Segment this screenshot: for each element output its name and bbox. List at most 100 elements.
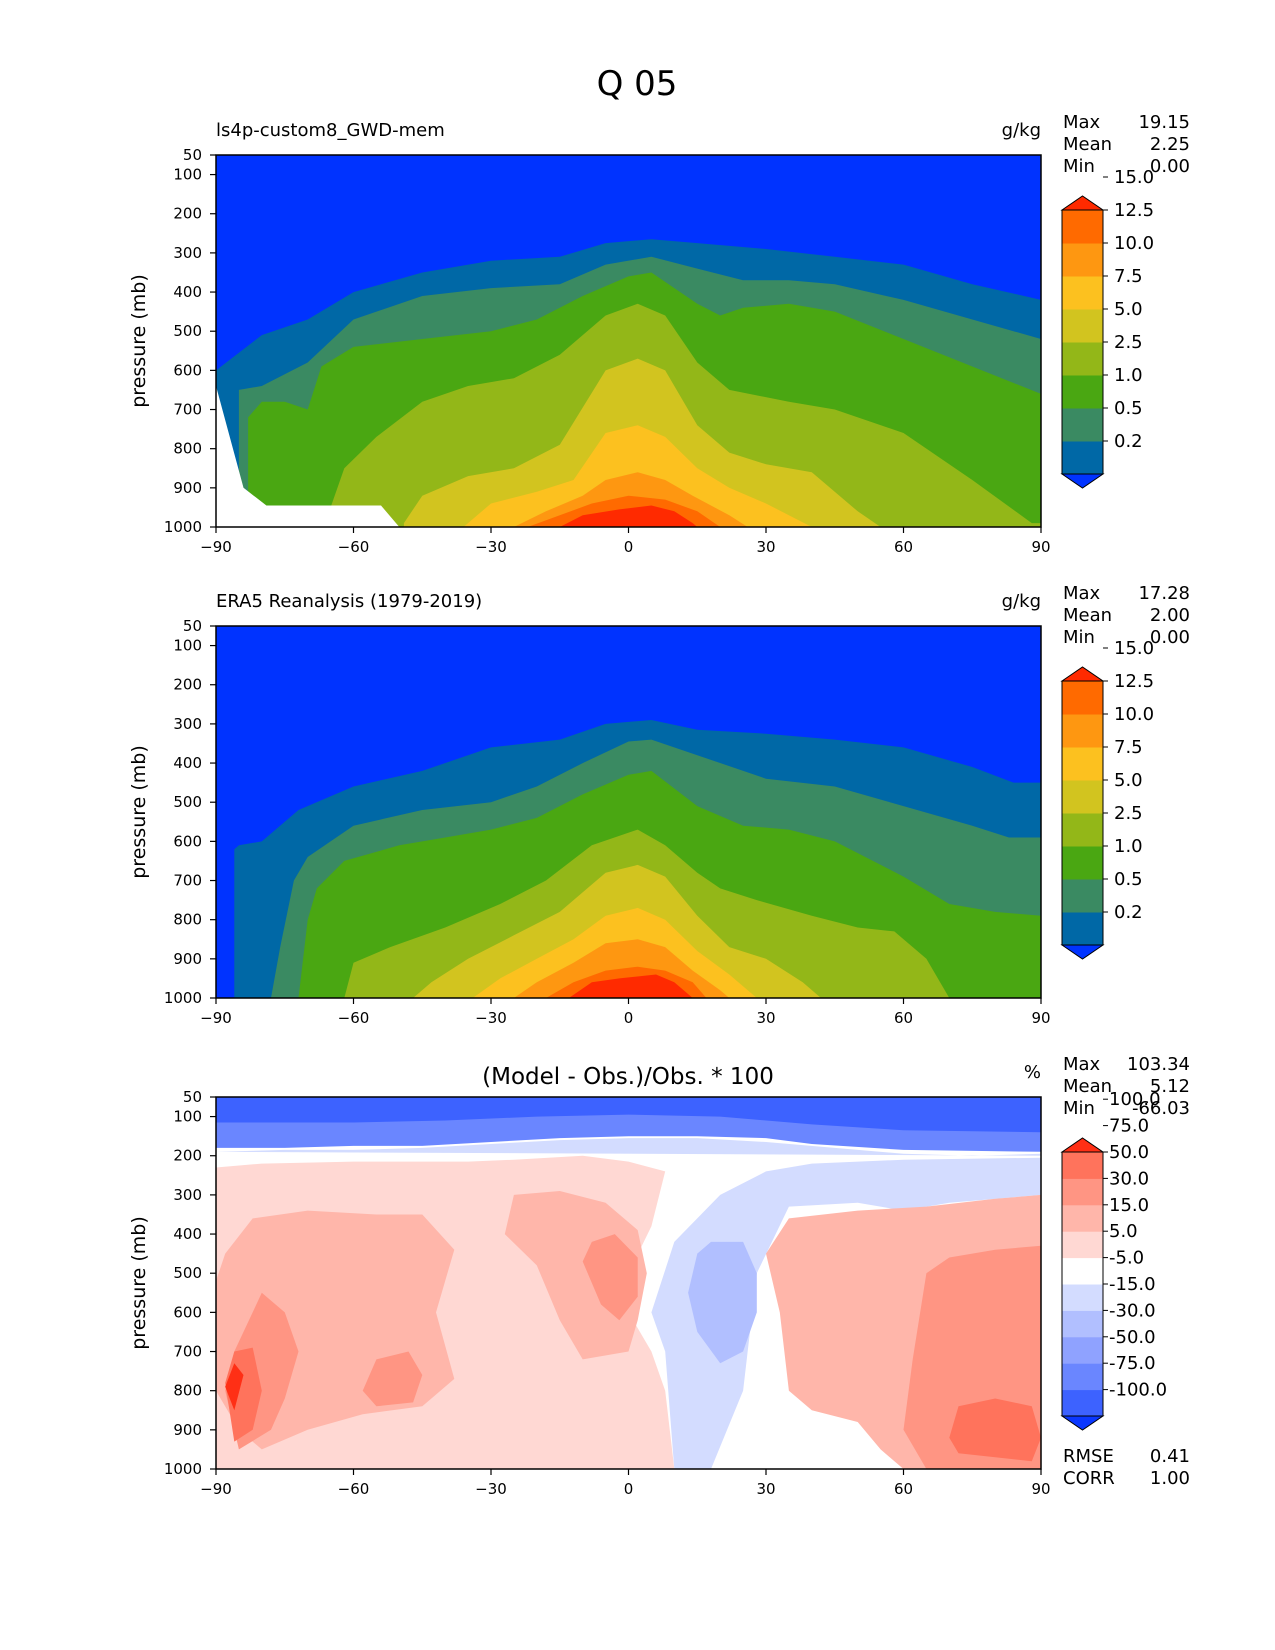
panel-title: ls4p-custom8_GWD-mem xyxy=(216,120,445,141)
colorbar-label-3: 2.5 xyxy=(1114,803,1143,824)
x-tick-label-0: 0 xyxy=(624,1480,634,1498)
y-axis-label: pressure (mb) xyxy=(128,745,150,879)
y-tick-label-700: 700 xyxy=(173,872,202,890)
colorbar-segment-1 xyxy=(1062,1389,1103,1417)
x-tick-label-60: 60 xyxy=(894,538,913,556)
stats-max-label: Max xyxy=(1063,112,1101,133)
colorbar-segment-10 xyxy=(1062,1152,1103,1179)
rmse-label: RMSE xyxy=(1063,1446,1114,1467)
colorbar-extend-max xyxy=(1060,195,1105,211)
x-tick-label-60: 60 xyxy=(894,1009,913,1027)
colorbar-segment-1 xyxy=(1062,441,1103,475)
x-tick-label-30: 30 xyxy=(756,1480,775,1498)
colorbar-label-10: 75.0 xyxy=(1109,1116,1149,1137)
colorbar-segment-8 xyxy=(1062,1204,1103,1232)
colorbar-label-0: 0.2 xyxy=(1114,902,1143,923)
y-tick-label-900: 900 xyxy=(173,950,202,968)
panel-title: ERA5 Reanalysis (1979-2019) xyxy=(216,591,482,612)
colorbar-label-7: 15.0 xyxy=(1109,1195,1149,1216)
y-tick-label-100: 100 xyxy=(173,637,202,655)
stats-min-label: Min xyxy=(1063,627,1095,648)
y-tick-label-500: 500 xyxy=(173,322,202,340)
corr-value: 1.00 xyxy=(1150,1468,1190,1489)
y-tick-label-800: 800 xyxy=(173,440,202,458)
x-tick-label-30: 30 xyxy=(756,538,775,556)
x-tick-label-90: 90 xyxy=(1031,1009,1050,1027)
y-tick-label-700: 700 xyxy=(173,401,202,419)
x-tick-label-60: 60 xyxy=(894,1480,913,1498)
stats-min-label: Min xyxy=(1063,156,1095,177)
contour-fill-level-15 xyxy=(216,974,1041,998)
x-tick-label--90: −90 xyxy=(200,1009,232,1027)
colorbar-segment-7 xyxy=(1062,243,1103,277)
colorbar-extend-max xyxy=(1060,666,1105,682)
colorbar-extend-min xyxy=(1060,1415,1105,1431)
colorbar-segment-7 xyxy=(1062,714,1103,748)
colorbar-segment-5 xyxy=(1062,780,1103,814)
y-tick-label-900: 900 xyxy=(173,1421,202,1439)
colorbar-label-8: 30.0 xyxy=(1109,1168,1149,1189)
y-axis-label: pressure (mb) xyxy=(128,1216,150,1350)
x-tick-label--30: −30 xyxy=(475,1480,507,1498)
plot-area-model xyxy=(216,155,1041,527)
stats-mean-label: Mean xyxy=(1063,1076,1112,1097)
x-tick-label-90: 90 xyxy=(1031,538,1050,556)
stats-min-value: 0.00 xyxy=(1150,156,1190,177)
y-tick-label-600: 600 xyxy=(173,1303,202,1321)
colorbar: 0.2 0.5 1.0 2.5 5.0 7.5 10.0 12.5 15.0 xyxy=(1060,167,1154,489)
figure-title: Q 05 xyxy=(597,64,678,104)
colorbar-segment-2 xyxy=(1062,408,1103,442)
colorbar-segment-7 xyxy=(1062,1231,1103,1259)
stats-min-label: Min xyxy=(1063,1098,1095,1119)
diff-region-2 xyxy=(216,1097,1041,1133)
stats-min-value: 0.00 xyxy=(1150,627,1190,648)
colorbar-label-5: -5.0 xyxy=(1109,1248,1144,1269)
y-tick-label-200: 200 xyxy=(173,676,202,694)
colorbar-segment-1 xyxy=(1062,912,1103,946)
x-tick-label--60: −60 xyxy=(338,538,370,556)
colorbar-label-8: 15.0 xyxy=(1114,167,1154,188)
colorbar-label-7: 12.5 xyxy=(1114,671,1154,692)
colorbar-label-11: 100.0 xyxy=(1109,1089,1161,1110)
corr-label: CORR xyxy=(1063,1468,1115,1489)
colorbar-extend-min xyxy=(1060,944,1105,960)
colorbar-segment-4 xyxy=(1062,1310,1103,1338)
y-tick-label-100: 100 xyxy=(173,1108,202,1126)
plot-area-diff xyxy=(216,1097,1041,1469)
y-tick-label-500: 500 xyxy=(173,1264,202,1282)
colorbar-label-0: 0.2 xyxy=(1114,431,1143,452)
stats-max-label: Max xyxy=(1063,1054,1101,1075)
colorbar-label-3: -30.0 xyxy=(1109,1300,1156,1321)
y-tick-label-100: 100 xyxy=(173,166,202,184)
panel-title: (Model - Obs.)/Obs. * 100 xyxy=(482,1064,774,1090)
colorbar-segment-4 xyxy=(1062,342,1103,376)
colorbar-segment-8 xyxy=(1062,681,1103,715)
colorbar-label-5: 7.5 xyxy=(1114,737,1143,758)
x-tick-label--30: −30 xyxy=(475,1009,507,1027)
colorbar: 0.2 0.5 1.0 2.5 5.0 7.5 10.0 12.5 15.0 xyxy=(1060,638,1154,960)
colorbar-label-6: 5.0 xyxy=(1109,1221,1138,1242)
colorbar-label-2: 1.0 xyxy=(1114,836,1143,857)
stats-mean-value: 2.00 xyxy=(1150,605,1190,626)
colorbar-segment-5 xyxy=(1062,1284,1103,1311)
y-tick-label-800: 800 xyxy=(173,1382,202,1400)
colorbar-label-2: -50.0 xyxy=(1109,1327,1156,1348)
y-axis-label: pressure (mb) xyxy=(128,274,150,408)
units-label: g/kg xyxy=(1002,591,1041,612)
colorbar-label-4: -15.0 xyxy=(1109,1274,1156,1295)
stats-max-label: Max xyxy=(1063,583,1101,604)
y-tick-label-700: 700 xyxy=(173,1343,202,1361)
y-tick-label-600: 600 xyxy=(173,361,202,379)
colorbar-label-4: 5.0 xyxy=(1114,299,1143,320)
y-tick-label-300: 300 xyxy=(173,1186,202,1204)
y-tick-label-300: 300 xyxy=(173,244,202,262)
colorbar-extend-max xyxy=(1060,1137,1105,1153)
contour-fill-level-15 xyxy=(216,505,1041,527)
colorbar-label-4: 5.0 xyxy=(1114,770,1143,791)
diff-region-10 xyxy=(362,1351,423,1407)
colorbar-label-3: 2.5 xyxy=(1114,332,1143,353)
